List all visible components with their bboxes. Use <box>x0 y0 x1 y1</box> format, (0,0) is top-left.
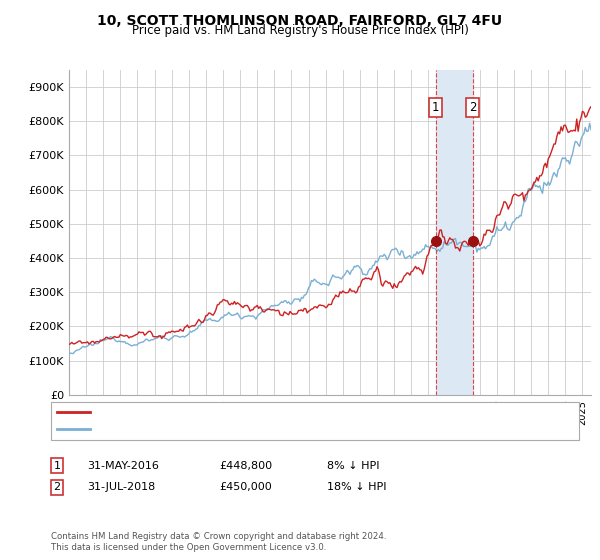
Text: Price paid vs. HM Land Registry's House Price Index (HPI): Price paid vs. HM Land Registry's House … <box>131 24 469 37</box>
Text: 10, SCOTT THOMLINSON ROAD, FAIRFORD, GL7 4FU: 10, SCOTT THOMLINSON ROAD, FAIRFORD, GL7… <box>97 14 503 28</box>
Bar <box>436 70 473 395</box>
Text: Contains HM Land Registry data © Crown copyright and database right 2024.
This d: Contains HM Land Registry data © Crown c… <box>51 532 386 552</box>
Text: 1: 1 <box>432 101 439 114</box>
Text: £448,800: £448,800 <box>219 461 272 471</box>
Text: 8% ↓ HPI: 8% ↓ HPI <box>327 461 380 471</box>
Text: 10, SCOTT THOMLINSON ROAD, FAIRFORD, GL7 4FU (detached house): 10, SCOTT THOMLINSON ROAD, FAIRFORD, GL7… <box>96 407 445 417</box>
Text: 2: 2 <box>53 482 61 492</box>
Text: £450,000: £450,000 <box>219 482 272 492</box>
Text: 2: 2 <box>469 101 476 114</box>
Text: 18% ↓ HPI: 18% ↓ HPI <box>327 482 386 492</box>
Text: 31-MAY-2016: 31-MAY-2016 <box>87 461 159 471</box>
Text: 31-JUL-2018: 31-JUL-2018 <box>87 482 155 492</box>
Text: HPI: Average price, detached house, Cotswold: HPI: Average price, detached house, Cots… <box>96 424 326 435</box>
Text: 1: 1 <box>53 461 61 471</box>
